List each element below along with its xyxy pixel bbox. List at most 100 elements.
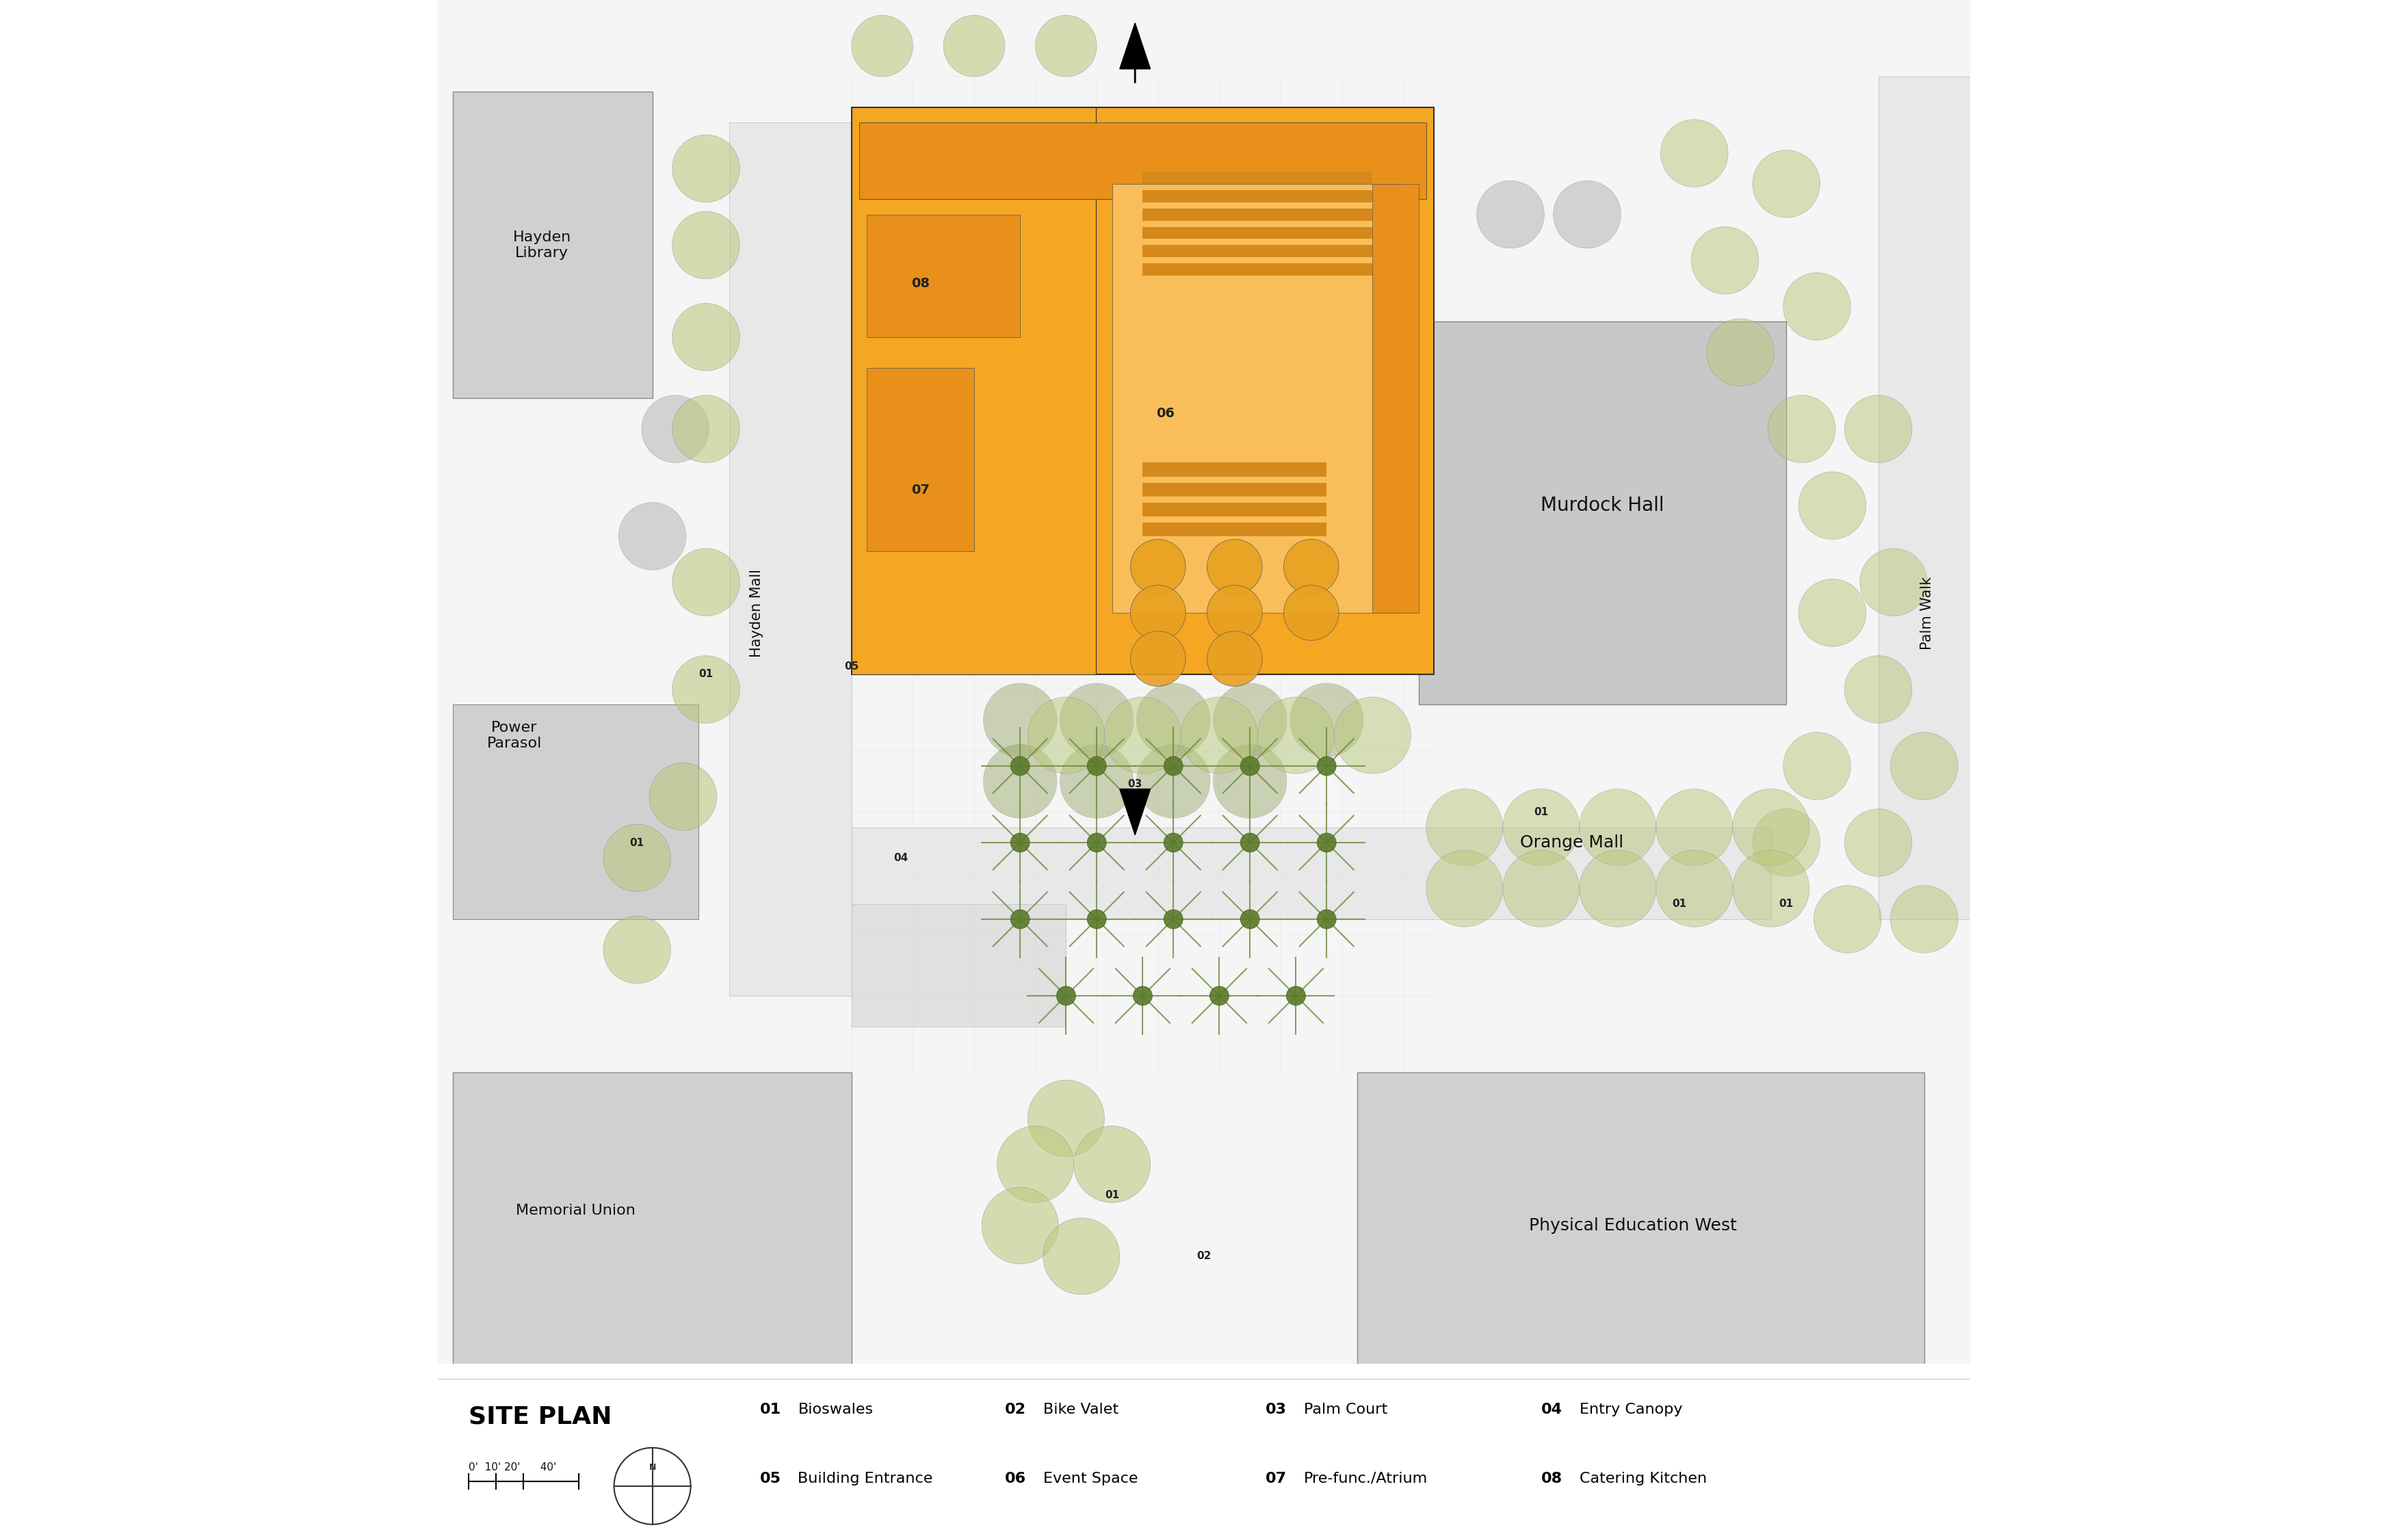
Circle shape [1035,15,1096,77]
Bar [852,107,1096,674]
Text: 05: 05 [759,1472,780,1485]
Circle shape [1859,548,1926,616]
Circle shape [1503,850,1580,927]
Bar [1144,483,1327,496]
Text: 08: 08 [1541,1472,1563,1485]
Circle shape [1291,683,1363,757]
Text: 07: 07 [1264,1472,1286,1485]
Circle shape [1011,910,1031,928]
Circle shape [1734,789,1808,866]
Circle shape [1163,833,1182,852]
Bar [1878,77,1970,919]
Circle shape [997,1126,1074,1203]
Circle shape [1767,395,1835,463]
Circle shape [1209,987,1228,1005]
Text: SITE PLAN: SITE PLAN [470,1405,612,1429]
Bar [1144,227,1373,239]
Circle shape [852,15,913,77]
Text: 03: 03 [1127,780,1141,789]
Circle shape [1317,757,1336,775]
Circle shape [1580,789,1657,866]
Text: Palm Court: Palm Court [1303,1403,1387,1416]
Circle shape [1086,910,1105,928]
Circle shape [1028,697,1105,774]
Circle shape [1426,789,1503,866]
Circle shape [1799,472,1866,539]
Circle shape [1163,757,1182,775]
Circle shape [1813,885,1881,953]
Circle shape [1753,809,1820,876]
Text: Power
Parasol: Power Parasol [486,720,542,751]
Circle shape [672,303,739,371]
Text: Hayden Mall: Hayden Mall [749,568,763,657]
Text: Entry Canopy: Entry Canopy [1580,1403,1683,1416]
Text: Orange Mall: Orange Mall [1519,835,1623,850]
Circle shape [1011,757,1031,775]
Circle shape [1657,850,1734,927]
Bar [1144,172,1373,184]
Circle shape [1657,789,1734,866]
Circle shape [1845,395,1912,463]
Circle shape [1206,631,1262,686]
Circle shape [1553,181,1621,248]
Circle shape [1137,683,1211,757]
Circle shape [1662,119,1729,187]
Circle shape [1129,631,1185,686]
Circle shape [1690,227,1758,294]
Circle shape [1163,910,1182,928]
Text: 02: 02 [1197,1252,1211,1261]
Text: 01: 01 [698,669,713,679]
Bar [1358,1072,1924,1379]
Bar [867,368,975,552]
Bar [1144,190,1373,202]
Circle shape [1240,910,1259,928]
Bar [1144,264,1373,276]
Bar [1144,245,1373,257]
Circle shape [1286,987,1305,1005]
Circle shape [1214,745,1286,818]
Circle shape [1476,181,1544,248]
Circle shape [619,502,686,570]
Bar [1144,522,1327,536]
Circle shape [1283,539,1339,594]
Circle shape [982,745,1057,818]
Circle shape [944,15,1004,77]
Circle shape [1845,809,1912,876]
Text: Memorial Union: Memorial Union [515,1204,636,1216]
Text: Building Entrance: Building Entrance [797,1472,932,1485]
Bar [852,904,1067,1026]
Circle shape [982,683,1057,757]
Circle shape [1240,833,1259,852]
Circle shape [1057,987,1076,1005]
Bar [1144,208,1373,221]
Text: Bike Valet: Bike Valet [1043,1403,1117,1416]
Text: 04: 04 [893,853,908,863]
Circle shape [1317,833,1336,852]
Circle shape [1129,585,1185,640]
Circle shape [1074,1126,1151,1203]
Text: Bioswales: Bioswales [797,1403,874,1416]
Bar [1112,184,1404,613]
Circle shape [1890,885,1958,953]
Circle shape [1707,319,1775,386]
Circle shape [1137,745,1211,818]
Text: 0'  10' 20'      40': 0' 10' 20' 40' [470,1463,556,1472]
Circle shape [1011,833,1031,852]
Text: 01: 01 [1671,899,1686,908]
Text: 06: 06 [1004,1472,1026,1485]
Circle shape [1799,579,1866,647]
Circle shape [1086,833,1105,852]
Circle shape [1734,850,1808,927]
Text: Murdock Hall: Murdock Hall [1541,496,1664,515]
Circle shape [1086,757,1105,775]
Text: Pre-func./Atrium: Pre-func./Atrium [1303,1472,1428,1485]
Bar [1373,184,1418,613]
Circle shape [1206,539,1262,594]
Text: Event Space: Event Space [1043,1472,1139,1485]
Circle shape [1134,987,1153,1005]
Circle shape [672,395,739,463]
Text: 01: 01 [1105,1190,1120,1200]
Polygon shape [1120,789,1151,835]
Circle shape [1753,150,1820,218]
Polygon shape [1120,23,1151,69]
